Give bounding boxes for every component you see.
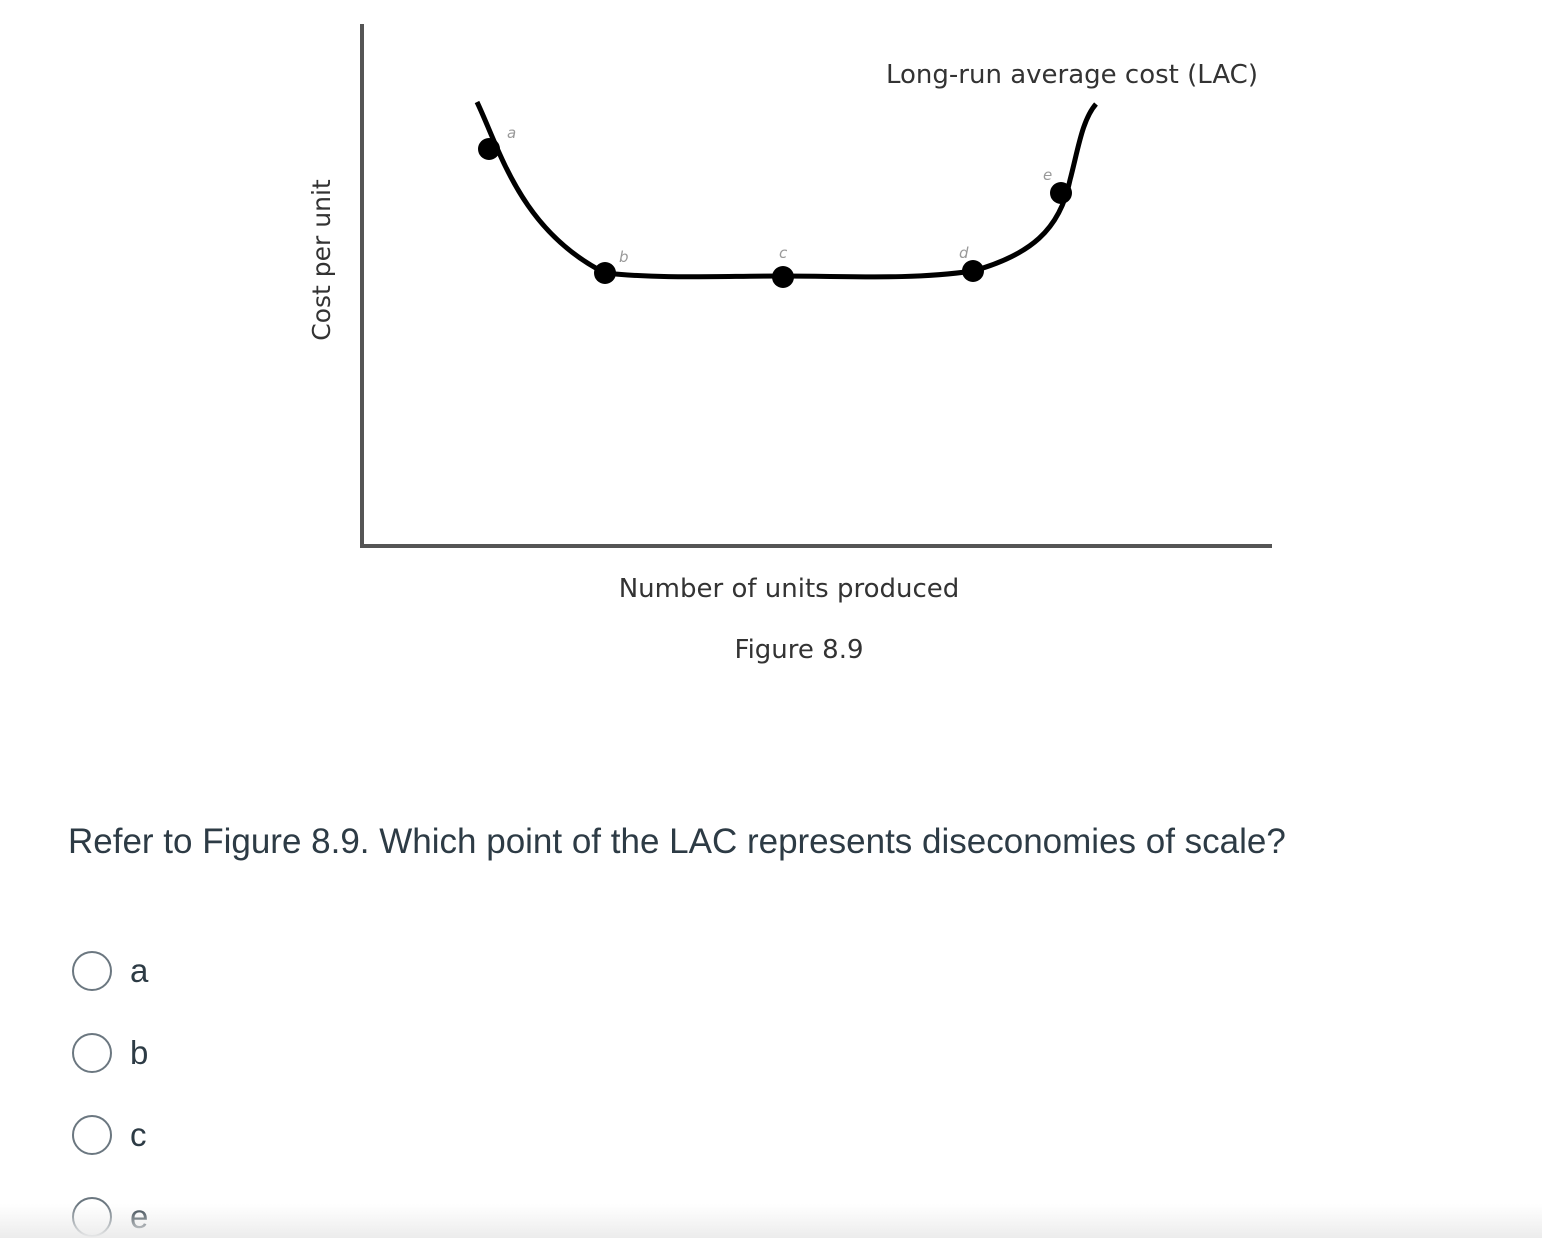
point-e-marker xyxy=(1050,182,1072,204)
point-c-label: c xyxy=(779,244,788,262)
point-c-marker xyxy=(772,266,794,288)
lac-curve xyxy=(474,100,1098,280)
point-b-marker xyxy=(594,262,616,284)
curve-label: Long-run average cost (LAC) xyxy=(886,60,1258,90)
lac-figure: a b c d e Long-run average cost (LAC) Co… xyxy=(307,24,1272,665)
y-axis-label: Cost per unit xyxy=(307,179,336,341)
radio-button-a[interactable] xyxy=(72,951,112,991)
answer-option-c[interactable]: c xyxy=(72,1094,148,1176)
bottom-scroll-fade xyxy=(0,1204,1542,1238)
radio-button-b[interactable] xyxy=(72,1033,112,1073)
answer-label-b: b xyxy=(130,1034,149,1071)
figure-caption: Figure 8.9 xyxy=(735,635,864,665)
x-axis-label: Number of units produced xyxy=(619,574,960,604)
question-text: Refer to Figure 8.9. Which point of the … xyxy=(68,822,1286,861)
answer-option-a[interactable]: a xyxy=(72,930,148,1012)
point-b-label: b xyxy=(619,248,629,266)
radio-button-c[interactable] xyxy=(72,1115,112,1155)
point-a-label: a xyxy=(507,124,516,142)
answer-label-a: a xyxy=(130,952,149,989)
point-d-marker xyxy=(962,260,984,282)
point-a-marker xyxy=(478,138,500,160)
answer-option-b[interactable]: b xyxy=(72,1012,148,1094)
answer-label-c: c xyxy=(130,1116,147,1153)
point-d-label: d xyxy=(959,244,969,262)
point-e-label: e xyxy=(1043,166,1052,184)
